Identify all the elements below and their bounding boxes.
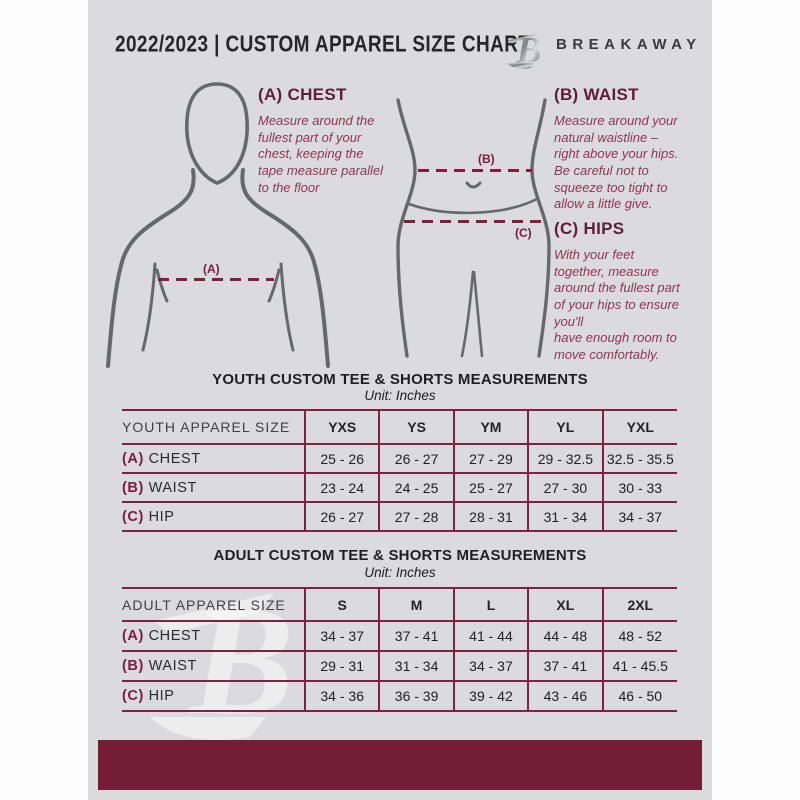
header: 2022/2023 | CUSTOM APPAREL SIZE CHART B	[88, 30, 712, 71]
youth-size-col-header: YOUTH APPAREL SIZE	[122, 410, 305, 445]
table-cell: 41 - 45.5	[601, 651, 677, 682]
adult-col-s: S	[303, 588, 380, 622]
waist-guide-heading: (B) WAIST	[554, 85, 639, 104]
adult-size-table: ADULT APPAREL SIZE S M L XL 2XL (A) CHES…	[122, 587, 677, 712]
youth-col-yxs: YXS	[303, 410, 380, 445]
table-cell: 27 - 29	[452, 444, 529, 474]
hips-measure-line	[404, 220, 543, 223]
chest-guide: (A) CHEST Measure around the fullest par…	[258, 85, 408, 196]
youth-col-yl: YL	[527, 410, 603, 445]
adult-col-xl: XL	[527, 588, 603, 622]
adult-col-l: L	[452, 588, 529, 622]
table-cell: 39 - 42	[452, 681, 529, 712]
table-cell: 44 - 48	[527, 621, 603, 652]
row-label-text: CHEST	[148, 450, 201, 467]
row-prefix: (A)	[122, 450, 144, 467]
table-cell: 48 - 52	[601, 621, 677, 652]
table-cell: 26 - 27	[378, 444, 454, 474]
table-cell: 27 - 30	[527, 473, 603, 503]
lower-torso-figure	[396, 98, 551, 358]
table-cell: 31 - 34	[378, 651, 454, 682]
table-cell: 29 - 31	[303, 651, 380, 682]
table-cell: 29 - 32.5	[527, 444, 603, 474]
youth-table-title: YOUTH CUSTOM TEE & SHORTS MEASUREMENTS	[212, 371, 588, 388]
row-label-text: WAIST	[148, 479, 197, 496]
marker-c-label: (C)	[515, 226, 532, 240]
footer-accent-band	[98, 740, 702, 790]
table-cell: 27 - 28	[378, 502, 454, 532]
page-title: 2022/2023 | CUSTOM APPAREL SIZE CHART	[115, 32, 531, 58]
table-cell: 37 - 41	[527, 651, 603, 682]
waist-guide: (B) WAIST Measure around your natural wa…	[554, 85, 712, 213]
waist-guide-text: Measure around your natural waistline – …	[554, 113, 679, 212]
marker-b-label: (B)	[478, 152, 495, 166]
table-cell: 26 - 27	[303, 502, 380, 532]
row-label-text: CHEST	[148, 628, 201, 644]
table-row: (A) CHEST 25 - 26 26 - 27 27 - 29 29 - 3…	[122, 444, 677, 474]
youth-size-table: YOUTH APPAREL SIZE YXS YS YM YL YXL (A) …	[122, 409, 677, 532]
table-cell: 25 - 26	[303, 444, 380, 474]
row-label-text: HIP	[148, 508, 175, 525]
adult-size-col-header: ADULT APPAREL SIZE	[122, 588, 305, 622]
row-prefix: (B)	[122, 479, 144, 496]
table-cell: 43 - 46	[527, 681, 603, 712]
table-cell: 34 - 37	[452, 651, 529, 682]
chest-measure-line	[158, 278, 274, 281]
table-cell: 31 - 34	[527, 502, 603, 532]
youth-col-yxl: YXL	[601, 410, 677, 445]
table-cell: 32.5 - 35.5	[601, 444, 677, 474]
upper-body-figure	[106, 82, 330, 368]
waist-measure-line	[418, 169, 532, 172]
youth-col-ys: YS	[378, 410, 454, 445]
table-cell: 24 - 25	[378, 473, 454, 503]
chest-guide-text: Measure around the fullest part of your …	[258, 113, 384, 195]
hips-guide: (C) HIPS With your feet together, measur…	[554, 219, 712, 363]
table-cell: 28 - 31	[452, 502, 529, 532]
adult-col-2xl: 2XL	[601, 588, 677, 622]
hips-guide-text: With your feet together, measure around …	[554, 247, 680, 362]
table-cell: 30 - 33	[601, 473, 677, 503]
table-cell: 37 - 41	[378, 621, 454, 652]
table-cell: 34 - 36	[303, 681, 380, 712]
adult-table-unit: Unit: Inches	[364, 565, 436, 580]
row-prefix: (A)	[122, 628, 144, 644]
breakaway-logo-icon: B	[506, 30, 541, 71]
youth-table-unit: Unit: Inches	[364, 388, 436, 403]
table-row: (C) HIP 34 - 36 36 - 39 39 - 42 43 - 46 …	[122, 681, 677, 712]
chest-guide-heading: (A) CHEST	[258, 85, 347, 104]
table-cell: 34 - 37	[303, 621, 380, 652]
youth-col-ym: YM	[452, 410, 529, 445]
row-label-text: WAIST	[148, 658, 197, 674]
table-row: (C) HIP 26 - 27 27 - 28 28 - 31 31 - 34 …	[122, 502, 677, 532]
adult-table-title: ADULT CUSTOM TEE & SHORTS MEASUREMENTS	[213, 547, 587, 564]
adult-col-m: M	[378, 588, 454, 622]
table-cell: 23 - 24	[303, 473, 380, 503]
table-row: (B) WAIST 29 - 31 31 - 34 34 - 37 37 - 4…	[122, 651, 677, 682]
row-prefix: (C)	[122, 688, 144, 704]
table-row: (A) CHEST 34 - 37 37 - 41 41 - 44 44 - 4…	[122, 621, 677, 652]
youth-table-header-row: YOUTH APPAREL SIZE YXS YS YM YL YXL	[122, 410, 677, 445]
table-cell: 34 - 37	[601, 502, 677, 532]
size-chart-flyer: 2022/2023 | CUSTOM APPAREL SIZE CHART B	[88, 0, 712, 800]
table-cell: 25 - 27	[452, 473, 529, 503]
table-cell: 46 - 50	[601, 681, 677, 712]
table-cell: 41 - 44	[452, 621, 529, 652]
brand-name: BREAKAWAY	[556, 36, 702, 53]
row-label-text: HIP	[148, 688, 175, 704]
row-prefix: (B)	[122, 658, 144, 674]
table-row: (B) WAIST 23 - 24 24 - 25 25 - 27 27 - 3…	[122, 473, 677, 503]
adult-table-header-row: ADULT APPAREL SIZE S M L XL 2XL	[122, 588, 677, 622]
table-cell: 36 - 39	[378, 681, 454, 712]
row-prefix: (C)	[122, 508, 144, 525]
marker-a-label: (A)	[203, 262, 220, 276]
hips-guide-heading: (C) HIPS	[554, 219, 625, 238]
